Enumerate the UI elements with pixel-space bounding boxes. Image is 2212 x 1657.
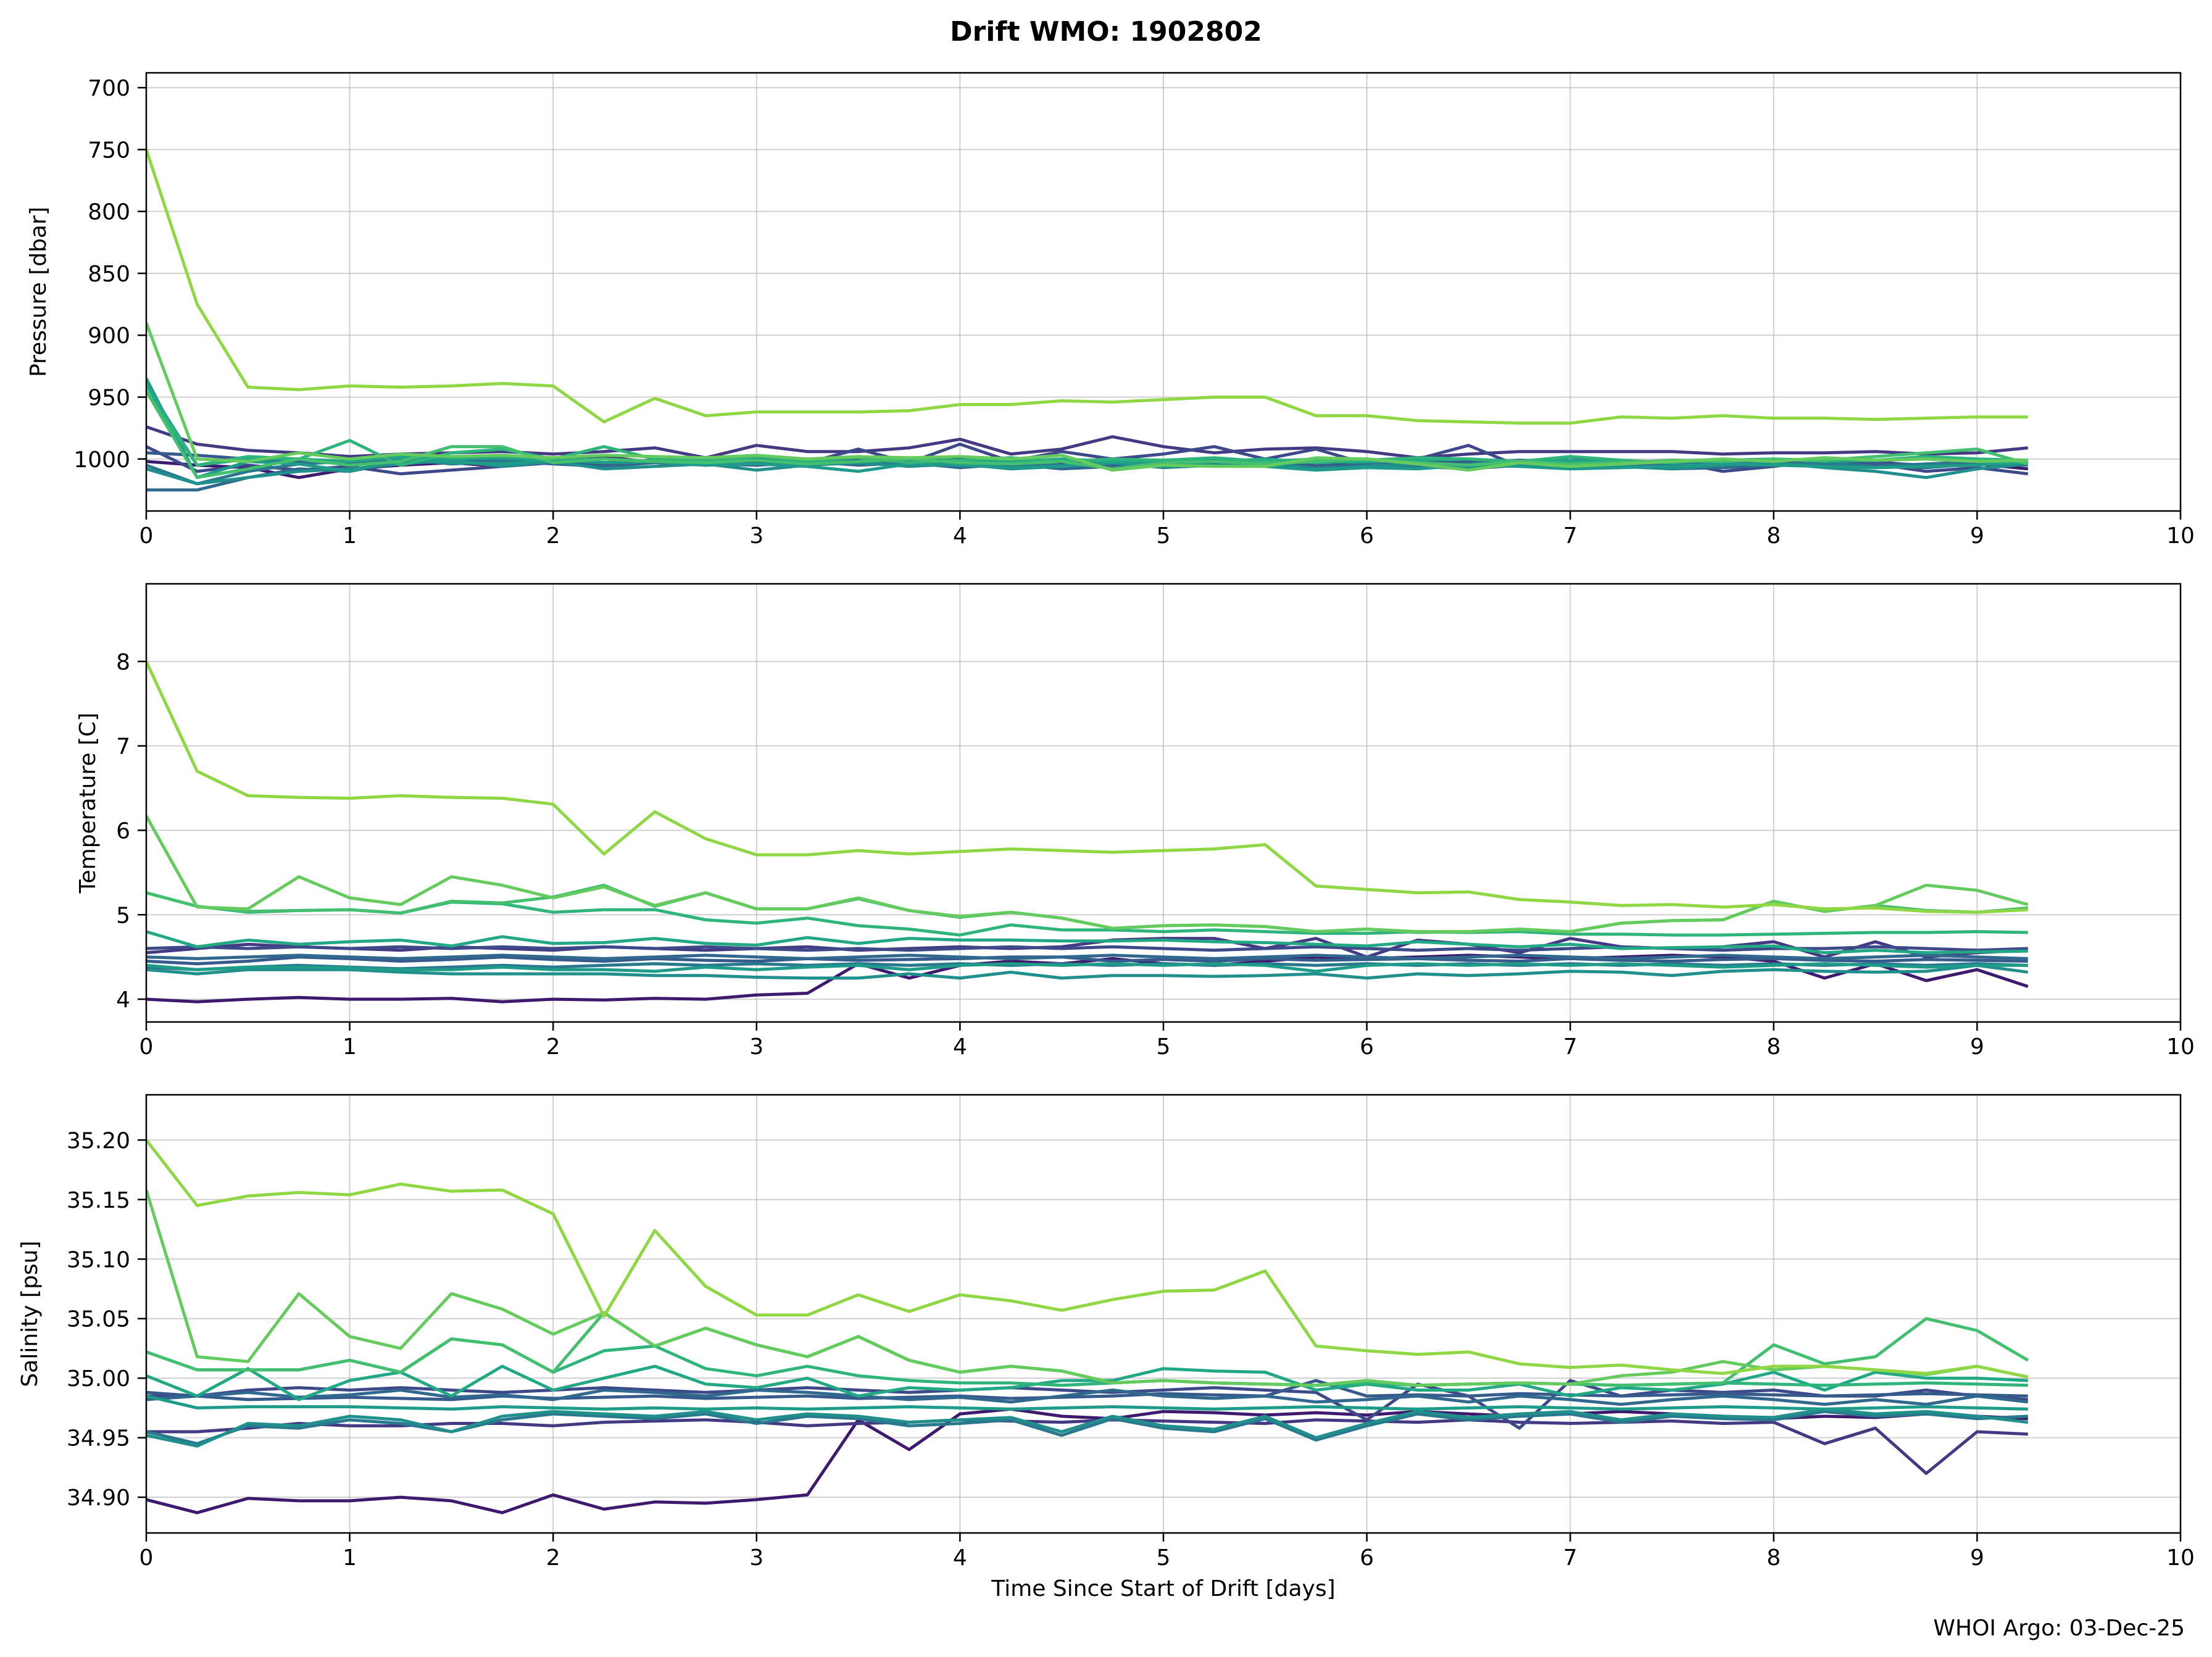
- pressure-y-tick-label: 800: [88, 200, 130, 225]
- salinity-series-line-3: [146, 1379, 2028, 1402]
- salinity-x-tick-label: 8: [1766, 1545, 1781, 1571]
- salinity-x-tick-label: 4: [953, 1545, 967, 1571]
- salinity-series-line-12: [146, 1139, 2029, 1379]
- temperature-y-axis-label: Temperature [C]: [75, 713, 101, 894]
- credit-label: WHOI Argo: 03-Dec-25: [1933, 1616, 2185, 1641]
- temperature-series-line-2: [146, 945, 2028, 952]
- pressure-x-tick-label: 10: [2166, 523, 2195, 549]
- salinity-series-line-1: [146, 1418, 2028, 1475]
- temperature-series-line-3: [146, 955, 2028, 966]
- temperature-x-tick-label: 5: [1157, 1034, 1171, 1060]
- temperature-x-tick-label: 3: [749, 1034, 763, 1060]
- salinity-series-line-7: [146, 1394, 2028, 1411]
- temperature-y-tick-label: 7: [116, 734, 130, 760]
- salinity-x-tick-label: 6: [1360, 1545, 1374, 1571]
- salinity-x-tick-label: 2: [546, 1545, 560, 1571]
- pressure-series-line-11: [146, 322, 2028, 472]
- pressure-x-tick-label: 4: [953, 523, 967, 549]
- pressure-y-tick-label: 900: [88, 323, 130, 349]
- temperature-x-tick-label: 7: [1563, 1034, 1578, 1060]
- pressure-x-tick-label: 5: [1157, 523, 1171, 549]
- temperature-y-tick-label: 8: [116, 650, 130, 675]
- temperature-x-tick-label: 4: [953, 1034, 967, 1060]
- temperature-y-tick-label: 4: [116, 987, 130, 1013]
- salinity-y-tick-label: 35.05: [67, 1307, 130, 1332]
- salinity-x-axis-label: Time Since Start of Drift [days]: [991, 1576, 1335, 1601]
- pressure-x-tick-label: 7: [1563, 523, 1578, 549]
- temperature-series-group: [146, 660, 2029, 1003]
- temperature-series-line-4: [146, 953, 2028, 960]
- pressure-x-tick-label: 2: [546, 523, 560, 549]
- temperature-x-tick-label: 8: [1766, 1034, 1781, 1060]
- figure-title: Drift WMO: 1902802: [950, 16, 1262, 48]
- salinity-y-tick-label: 35.10: [67, 1247, 130, 1273]
- pressure-y-tick-label: 950: [88, 385, 130, 410]
- pressure-x-tick-label: 6: [1360, 523, 1374, 549]
- pressure-y-tick-label: 850: [88, 262, 130, 287]
- salinity-y-tick-label: 34.95: [67, 1426, 130, 1451]
- temperature-series-line-7: [146, 962, 2028, 973]
- pressure-series-line-12: [146, 149, 2028, 425]
- pressure-y-tick-label: 700: [88, 76, 130, 101]
- pressure-series-line-2: [146, 442, 2029, 476]
- pressure-y-tick-label: 1000: [73, 447, 130, 473]
- salinity-series-line-11: [146, 1189, 2029, 1387]
- salinity-series-group: [146, 1139, 2029, 1514]
- salinity-x-tick-label: 7: [1563, 1545, 1578, 1571]
- pressure-x-tick-label: 3: [749, 523, 763, 549]
- salinity-series-line-8: [146, 1364, 2028, 1402]
- salinity-y-tick-label: 35.00: [67, 1366, 130, 1392]
- salinity-y-tick-label: 34.90: [67, 1485, 130, 1511]
- temperature-series-line-6: [146, 963, 2029, 980]
- pressure-y-axis-label: Pressure [dbar]: [26, 207, 51, 377]
- salinity-x-tick-label: 1: [343, 1545, 357, 1571]
- pressure-y-tick-label: 750: [88, 138, 130, 163]
- temperature-series-line-12: [146, 660, 2028, 914]
- salinity-x-tick-label: 10: [2166, 1545, 2195, 1571]
- salinity-x-tick-label: 9: [1970, 1545, 1984, 1571]
- salinity-y-tick-label: 35.15: [67, 1188, 130, 1213]
- salinity-y-axis-label: Salinity [psu]: [17, 1240, 43, 1387]
- temperature-series-line-8: [146, 930, 2028, 955]
- temperature-panel: 0 1 2 3 4 5 6 7 8 9 10 4 5 6 7 8 Temperature [C]: [75, 583, 2195, 1060]
- salinity-series-line-6: [146, 1407, 2029, 1448]
- pressure-x-tick-label: 9: [1970, 523, 1984, 549]
- salinity-y-tick-label: 35.20: [67, 1128, 130, 1153]
- pressure-x-tick-label: 8: [1766, 523, 1781, 549]
- temperature-x-tick-label: 9: [1970, 1034, 1984, 1060]
- pressure-series-group: [146, 149, 2029, 492]
- salinity-series-line-4: [146, 1389, 2029, 1406]
- salinity-panel: 0 1 2 3 4 5 6 7 8 9 10 34.90 34.95 35.00 35.05 35.10 35.…: [17, 1094, 2195, 1601]
- temperature-series-line-11: [146, 815, 2029, 934]
- temperature-x-tick-label: 2: [546, 1034, 560, 1060]
- temperature-y-tick-label: 6: [116, 818, 130, 844]
- temperature-x-tick-label: 1: [343, 1034, 357, 1060]
- temperature-x-tick-label: 0: [139, 1034, 154, 1060]
- pressure-x-tick-label: 1: [343, 523, 357, 549]
- temperature-y-tick-label: 5: [116, 903, 130, 928]
- salinity-x-tick-label: 0: [139, 1545, 154, 1571]
- temperature-x-tick-label: 6: [1360, 1034, 1374, 1060]
- pressure-series-line-10: [146, 390, 2029, 480]
- pressure-panel: 0 1 2 3 4 5 6 7 8 9 10 700 750 800 850 900 950 1000 Pressu…: [26, 72, 2195, 549]
- salinity-x-tick-label: 5: [1157, 1545, 1171, 1571]
- temperature-x-tick-label: 10: [2166, 1034, 2195, 1060]
- salinity-x-tick-label: 3: [749, 1545, 763, 1571]
- pressure-x-tick-label: 0: [139, 523, 154, 549]
